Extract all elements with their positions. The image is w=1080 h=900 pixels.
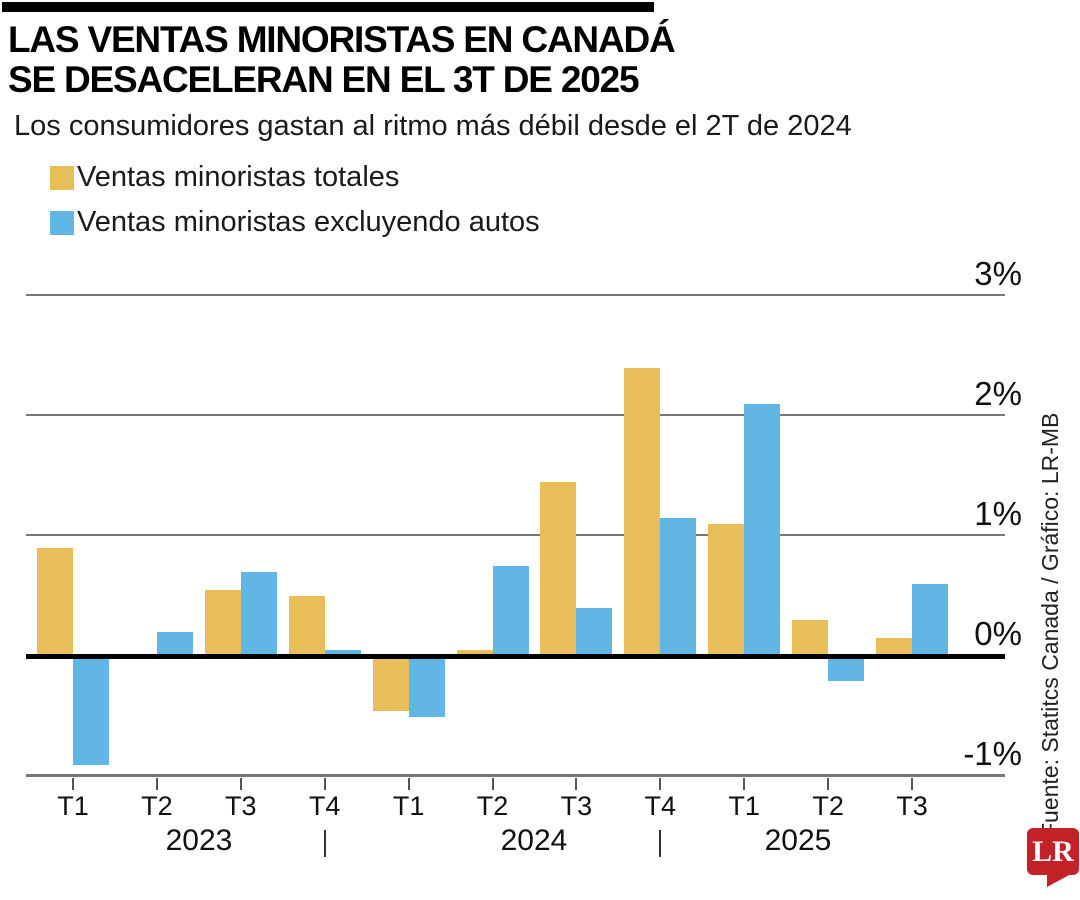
bar-ex-autos-T2-2024 bbox=[492, 566, 529, 656]
chart-subtitle: Los consumidores gastan al ritmo más déb… bbox=[14, 110, 852, 142]
legend-item-ex-autos: Ventas minoristas excluyendo autos bbox=[50, 206, 540, 239]
bar-ex-autos-T3-2023 bbox=[240, 572, 277, 656]
year-label-2025: 2025 bbox=[764, 824, 832, 857]
gridline-3% bbox=[26, 294, 1005, 296]
xtick-T3-2024 bbox=[575, 778, 578, 790]
bar-total-T4-2024 bbox=[624, 368, 661, 656]
ytick-label-2%: 2% bbox=[974, 375, 1022, 412]
legend-label-ex-autos: Ventas minoristas excluyendo autos bbox=[77, 206, 540, 238]
ytick-label-1%: 1% bbox=[974, 495, 1022, 532]
chart-title-line2: SE DESACELERAN EN EL 3T DE 2025 bbox=[8, 59, 640, 100]
xtick-T1-2025 bbox=[743, 778, 746, 790]
ytick-label-3%: 3% bbox=[974, 255, 1022, 292]
bar-total-T1-2025 bbox=[708, 524, 745, 656]
year-label-2023: 2023 bbox=[165, 824, 233, 857]
bar-total-T2-2024 bbox=[456, 650, 493, 656]
bar-ex-autos-T2-2023 bbox=[156, 632, 193, 656]
xlabel-T1-2024: T1 bbox=[392, 791, 425, 821]
ytick-label-0%: 0% bbox=[974, 615, 1022, 652]
xtick-T3-2023 bbox=[239, 778, 242, 790]
bar-ex-autos-T3-2025 bbox=[912, 584, 948, 656]
xlabel-T3-2025: T3 bbox=[896, 791, 928, 821]
legend-item-total: Ventas minoristas totales bbox=[50, 161, 399, 194]
gridline-1% bbox=[26, 534, 1005, 536]
xtick-T2-2023 bbox=[155, 778, 158, 790]
bar-total-T1-2024 bbox=[372, 657, 409, 711]
legend-swatch-total bbox=[50, 165, 74, 190]
bar-ex-autos-T3-2024 bbox=[576, 608, 613, 656]
xtick-T2-2025 bbox=[827, 778, 830, 790]
xlabel-T3-2023: T3 bbox=[225, 791, 257, 821]
year-label-2024: 2024 bbox=[500, 824, 568, 857]
bar-total-T2-2025 bbox=[792, 620, 829, 656]
xtick-T4-2024 bbox=[659, 778, 662, 790]
bar-ex-autos-T1-2023 bbox=[73, 657, 109, 765]
xtick-T1-2023 bbox=[72, 778, 74, 790]
top-accent-bar bbox=[2, 2, 654, 12]
bar-total-T3-2025 bbox=[876, 638, 912, 656]
source-credit: Fuente: Statitcs Canada / Gráfico: LR-MB bbox=[1037, 412, 1063, 837]
chart-title-line1: LAS VENTAS MINORISTAS EN CANADÁ bbox=[8, 19, 676, 60]
bar-ex-autos-T4-2023 bbox=[324, 650, 361, 656]
bar-total-T4-2023 bbox=[288, 596, 325, 656]
bar-total-T1-2023 bbox=[37, 548, 73, 656]
bar-total-T3-2023 bbox=[204, 590, 241, 656]
xlabel-T2-2023: T2 bbox=[141, 791, 173, 821]
year-separator-2024 bbox=[659, 830, 662, 857]
ytick-label--1%: -1% bbox=[963, 735, 1022, 772]
xlabel-T1-2023: T1 bbox=[57, 791, 89, 821]
bar-ex-autos-T1-2025 bbox=[744, 404, 781, 656]
gridline-2% bbox=[26, 414, 1005, 416]
legend-label-total: Ventas minoristas totales bbox=[77, 161, 400, 193]
xtick-T2-2024 bbox=[491, 778, 494, 790]
xlabel-T3-2024: T3 bbox=[560, 791, 593, 821]
bar-total-T3-2024 bbox=[540, 482, 577, 656]
bar-ex-autos-T2-2025 bbox=[828, 657, 865, 681]
xtick-T3-2025 bbox=[911, 778, 913, 790]
zero-axis-line bbox=[26, 654, 1005, 659]
lr-logo-text: LR bbox=[1032, 834, 1074, 868]
chart-title: LAS VENTAS MINORISTAS EN CANADÁ SE DESAC… bbox=[8, 19, 676, 100]
xtick-T4-2023 bbox=[323, 778, 326, 790]
xlabel-T4-2024: T4 bbox=[644, 791, 677, 821]
xlabel-T2-2025: T2 bbox=[812, 791, 844, 821]
gridline--1% bbox=[26, 774, 1005, 777]
xlabel-T1-2025: T1 bbox=[728, 791, 760, 821]
bar-ex-autos-T4-2024 bbox=[660, 518, 697, 656]
xlabel-T2-2024: T2 bbox=[476, 791, 509, 821]
xlabel-T4-2023: T4 bbox=[308, 791, 341, 821]
year-separator-2023 bbox=[323, 830, 326, 857]
bar-ex-autos-T1-2024 bbox=[408, 657, 445, 717]
xtick-T1-2024 bbox=[407, 778, 410, 790]
legend-swatch-ex-autos bbox=[50, 210, 74, 235]
lr-logo-tail-icon bbox=[1047, 873, 1073, 887]
lr-logo: LR bbox=[1027, 828, 1079, 887]
